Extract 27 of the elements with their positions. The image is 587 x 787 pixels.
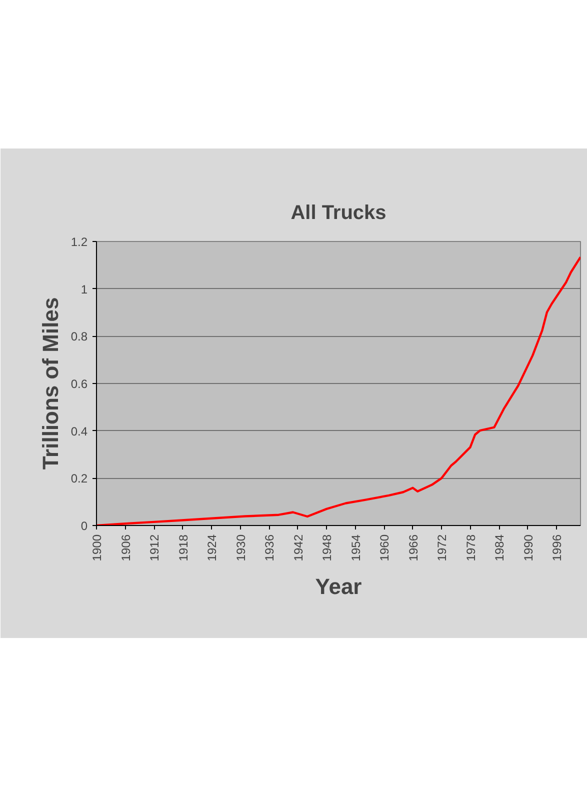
x-tick-label: 1972	[435, 534, 450, 562]
x-tick-label: 1918	[176, 534, 190, 562]
x-tick-label: 1900	[90, 534, 104, 562]
y-tick-label: 0.4	[70, 424, 88, 438]
y-tick-label: 0.8	[70, 330, 88, 344]
x-tick-label: 1912	[148, 534, 162, 562]
chart-title: All Trucks	[290, 202, 386, 224]
x-tick-label: 1906	[118, 534, 133, 562]
x-tick-label: 1954	[348, 534, 363, 562]
y-tick-label: 1	[80, 282, 88, 296]
x-tick-label: 1924	[205, 534, 220, 562]
x-tick-label: 1996	[550, 534, 564, 562]
x-tick-label: 1984	[492, 534, 507, 562]
y-tick-label: 1.2	[70, 235, 88, 249]
x-tick-label: 1990	[521, 534, 536, 562]
x-tick-label: 1942	[291, 534, 306, 562]
x-tick-label: 1930	[234, 534, 248, 562]
x-tick-label: 1978	[464, 534, 478, 562]
y-tick-label: 0.6	[70, 377, 88, 391]
x-tick-label: 1948	[320, 534, 334, 562]
y-axis-title: Trillions of Miles	[38, 297, 63, 470]
x-tick-label: 1936	[262, 534, 277, 562]
y-tick-label: 0.2	[70, 472, 88, 486]
x-axis-title: Year	[315, 574, 362, 600]
x-tick-label: 1966	[406, 534, 420, 562]
x-tick-label: 1960	[378, 534, 392, 562]
y-tick-label: 0	[80, 519, 88, 533]
